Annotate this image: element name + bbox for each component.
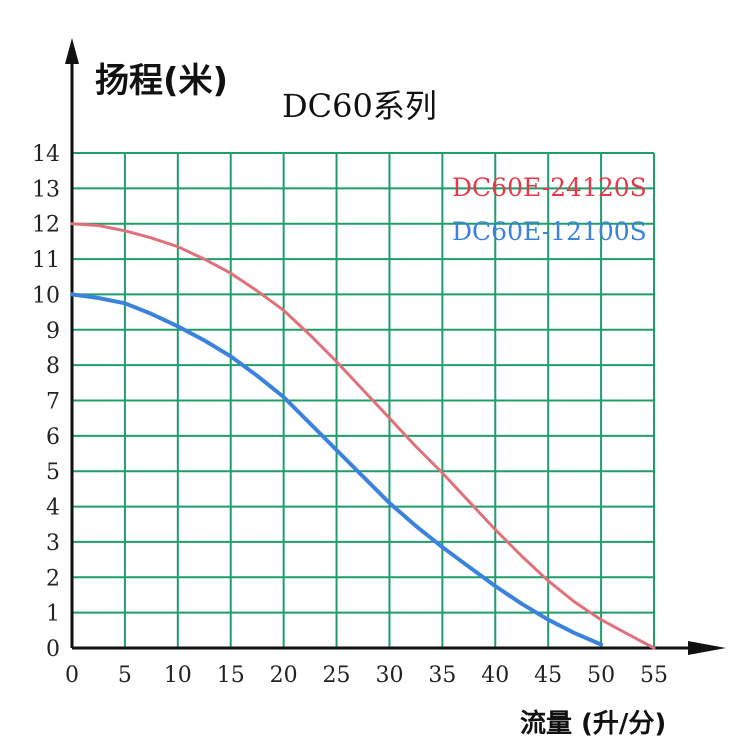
x-tick-label: 50 [587,663,615,688]
y-axis-label: 扬程(米) [95,61,228,101]
legend-entry-24120s: DC60E-24120S [452,173,647,202]
y-tick-label: 3 [46,531,60,556]
y-tick-label: 13 [32,177,60,202]
axes [65,38,726,655]
y-tick-label: 8 [46,354,60,379]
series-line-DC60E-24120S [70,222,656,650]
x-tick-label: 40 [481,663,509,688]
x-tick-label: 5 [118,663,132,688]
x-tick-label: 35 [428,663,456,688]
y-tick-label: 1 [46,602,60,627]
y-tick-label: 5 [46,460,60,485]
x-tick-label: 10 [164,663,192,688]
tick-labels: 0 5 10 15 20 25 30 35 40 45 50 55012345678910111213… [32,142,668,688]
y-tick-label: 6 [46,425,60,450]
y-tick-label: 4 [46,496,60,521]
x-axis-arrow [688,641,726,655]
y-tick-label: 2 [46,566,60,591]
x-tick-label: 30 [375,663,403,688]
x-tick-label: 0 [65,663,79,688]
x-tick-label: 20 [270,663,298,688]
y-tick-label: 0 [46,637,60,662]
y-tick-label: 11 [32,248,60,273]
x-tick-label: 55 [640,663,668,688]
x-tick-label: 15 [217,663,245,688]
y-tick-label: 9 [46,319,60,344]
series-line-DC60E-12100S [70,292,604,647]
y-axis-arrow [65,38,79,64]
y-tick-label: 10 [32,283,60,308]
series-lines [70,222,656,650]
x-tick-label: 25 [323,663,351,688]
x-tick-label: 45 [534,663,562,688]
chart-title: DC60系列 [282,87,437,125]
y-tick-label: 12 [32,213,60,238]
y-tick-label: 7 [46,390,60,415]
y-tick-label: 14 [32,142,60,167]
legend-entry-12100s: DC60E-12100S [452,217,647,246]
x-axis-label: 流量 (升/分) [520,709,666,739]
